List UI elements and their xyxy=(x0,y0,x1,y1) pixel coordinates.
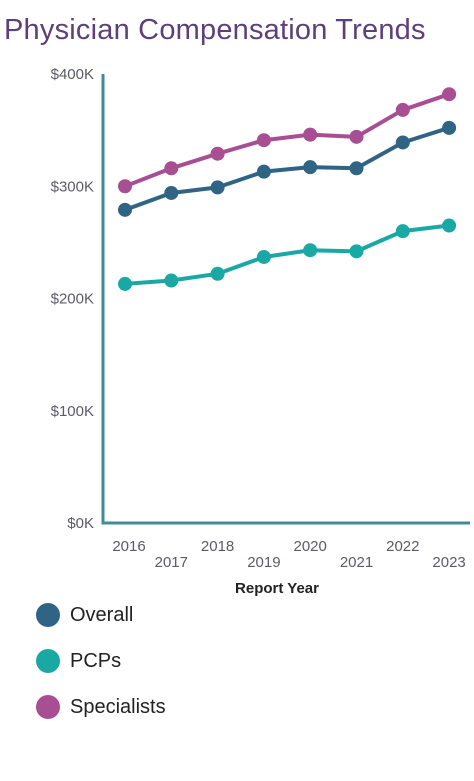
data-point-overall xyxy=(442,120,457,135)
data-point-specialists xyxy=(303,127,318,142)
data-point-pcps xyxy=(164,273,179,288)
y-ticks: $0K $100K $200K $300K $400K xyxy=(51,66,94,532)
data-point-specialists xyxy=(256,133,271,148)
data-point-overall xyxy=(349,161,364,176)
legend-label-overall: Overall xyxy=(70,603,134,626)
series-points xyxy=(118,87,457,291)
legend: Overall PCPs Specialists xyxy=(36,592,166,730)
series-line-pcps xyxy=(123,223,452,286)
legend-swatch-specialists xyxy=(36,695,60,719)
data-point-specialists xyxy=(442,87,457,102)
data-point-specialists xyxy=(395,102,410,117)
y-tick-label: $100K xyxy=(51,403,94,420)
data-point-pcps xyxy=(395,224,410,239)
y-tick-label: $0K xyxy=(67,515,94,532)
data-point-overall xyxy=(164,185,179,200)
data-point-overall xyxy=(256,164,271,179)
series-lines xyxy=(123,92,452,286)
legend-swatch-pcps xyxy=(36,649,60,673)
series-line-specialists xyxy=(123,92,452,189)
y-tick-label: $200K xyxy=(51,291,94,308)
data-point-specialists xyxy=(210,146,225,161)
x-tick-label: 2018 xyxy=(201,538,234,555)
line-chart: $0K $100K $200K $300K $400K 2016 2017 2018 2019… xyxy=(51,66,470,597)
x-axis-title: Report Year xyxy=(235,580,319,597)
legend-item-pcps: PCPs xyxy=(36,638,166,684)
chart-title: Physician Compensation Trends xyxy=(4,14,426,46)
data-point-overall xyxy=(210,180,225,195)
data-point-specialists xyxy=(164,161,179,176)
data-point-pcps xyxy=(303,243,318,258)
x-ticks: 2016 2017 2018 2019 2020 2021 2022 2023 xyxy=(112,538,465,571)
legend-swatch-overall xyxy=(36,603,60,627)
x-tick-label: 2020 xyxy=(294,538,327,555)
data-point-overall xyxy=(118,202,132,217)
data-point-pcps xyxy=(349,244,364,259)
data-point-overall xyxy=(395,135,410,150)
data-point-pcps xyxy=(442,218,457,233)
data-point-specialists xyxy=(349,129,364,144)
data-point-pcps xyxy=(256,249,271,264)
y-tick-label: $400K xyxy=(51,66,94,83)
data-point-pcps xyxy=(118,276,132,291)
legend-label-specialists: Specialists xyxy=(70,695,166,718)
x-tick-label: 2023 xyxy=(432,554,465,571)
data-point-overall xyxy=(303,160,318,175)
legend-item-overall: Overall xyxy=(36,592,166,638)
legend-item-specialists: Specialists xyxy=(36,684,166,730)
x-tick-label: 2019 xyxy=(247,554,280,571)
data-point-pcps xyxy=(210,266,225,281)
y-tick-label: $300K xyxy=(51,178,94,195)
x-tick-label: 2021 xyxy=(340,554,373,571)
x-tick-label: 2016 xyxy=(112,538,145,555)
data-point-specialists xyxy=(118,179,132,194)
x-tick-label: 2017 xyxy=(155,554,188,571)
legend-label-pcps: PCPs xyxy=(70,649,122,672)
x-tick-label: 2022 xyxy=(386,538,419,555)
series-line-overall xyxy=(123,125,452,212)
